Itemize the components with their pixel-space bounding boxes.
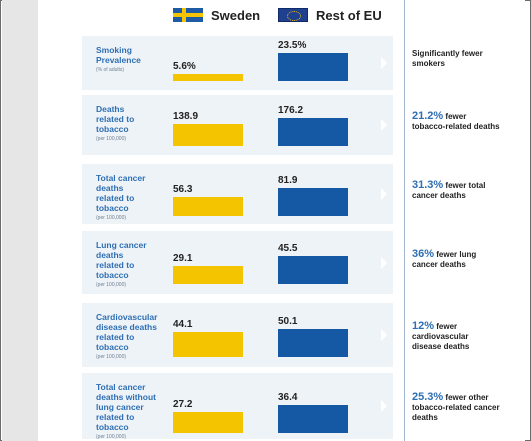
summary-percentage: 21.2% xyxy=(412,110,444,122)
metric-label: Total cancer deaths without lung cancer … xyxy=(96,382,156,432)
legend-eu-label: Rest of EU xyxy=(316,7,382,23)
metric-label: Cardiovascular disease deaths related to… xyxy=(96,312,158,352)
summary-percentage: 36% xyxy=(412,248,435,260)
row-summary: 12% fewer cardiovascular disease deaths xyxy=(412,321,500,352)
row-summary: 21.2% fewer tobacco-related deaths xyxy=(412,111,500,132)
summary-text: fewer total cancer deaths xyxy=(412,181,486,200)
bar-eu xyxy=(278,118,348,146)
summary-text: Significantly fewer smokers xyxy=(412,49,483,68)
row-arrow-icon xyxy=(381,329,387,341)
metric-unit: (per 100,000) xyxy=(96,434,127,440)
row-summary: 31.3% fewer total cancer deaths xyxy=(412,180,500,201)
metric-label: Lung cancer deaths related to tobacco xyxy=(96,240,147,280)
value-label-sweden: 29.1 xyxy=(173,253,193,264)
legend-eu: Rest of EU xyxy=(278,6,382,24)
row-summary: Significantly fewer smokers xyxy=(412,49,500,69)
metric-unit: (per 100,000) xyxy=(96,215,127,221)
eu-flag-icon xyxy=(278,8,308,22)
value-label-sweden: 138.9 xyxy=(173,111,199,122)
metric-label: Smoking Prevalence xyxy=(96,45,141,65)
row-summary: 25.3% fewer other tobacco-related cancer… xyxy=(412,392,500,423)
bar-eu xyxy=(278,188,348,216)
column-divider xyxy=(404,0,405,441)
metric-label: Deaths related to tobacco xyxy=(96,104,135,134)
left-gutter xyxy=(2,0,38,441)
bar-sweden xyxy=(173,74,243,81)
summary-percentage: 31.3% xyxy=(412,179,444,191)
bar-sweden xyxy=(173,332,243,357)
sweden-flag-icon xyxy=(173,8,203,22)
value-label-sweden: 44.1 xyxy=(173,319,193,330)
row-arrow-icon xyxy=(381,119,387,131)
legend-sweden-label: Sweden xyxy=(211,7,261,23)
summary-text: fewer tobacco-related deaths xyxy=(412,112,500,131)
value-label-eu: 36.4 xyxy=(278,392,298,403)
row-summary: 36% fewer lung cancer deaths xyxy=(412,249,500,270)
row-arrow-icon xyxy=(381,188,387,200)
summary-text: fewer cardiovascular disease deaths xyxy=(412,322,470,351)
value-label-sweden: 5.6% xyxy=(173,61,196,72)
metric-unit: (per 100,000) xyxy=(96,136,127,142)
row-arrow-icon xyxy=(381,57,387,69)
summary-percentage: 12% xyxy=(412,320,435,332)
summary-text: fewer other tobacco-related cancer death… xyxy=(412,393,500,422)
value-label-eu: 45.5 xyxy=(278,243,298,254)
metric-unit: (per 100,000) xyxy=(96,282,127,288)
summary-percentage: 25.3% xyxy=(412,391,444,403)
metric-label: Total cancer deaths related to tobacco xyxy=(96,173,146,213)
metric-unit: (per 100,000) xyxy=(96,354,127,360)
value-label-sweden: 56.3 xyxy=(173,184,193,195)
value-label-sweden: 27.2 xyxy=(173,399,193,410)
bar-sweden xyxy=(173,124,243,146)
value-label-eu: 81.9 xyxy=(278,175,298,186)
metric-unit: (% of adults) xyxy=(96,67,125,73)
bar-sweden xyxy=(173,197,243,216)
bar-eu xyxy=(278,256,348,284)
summary-text: fewer lung cancer deaths xyxy=(412,250,477,269)
value-label-eu: 176.2 xyxy=(278,105,304,116)
bar-sweden xyxy=(173,266,243,284)
row-arrow-icon xyxy=(381,400,387,412)
bar-eu xyxy=(278,53,348,81)
row-arrow-icon xyxy=(381,256,387,269)
bar-eu xyxy=(278,329,348,357)
value-label-eu: 23.5% xyxy=(278,40,307,51)
bar-eu xyxy=(278,405,348,433)
value-label-eu: 50.1 xyxy=(278,316,298,327)
legend-sweden: Sweden xyxy=(173,6,260,24)
bar-sweden xyxy=(173,412,243,433)
